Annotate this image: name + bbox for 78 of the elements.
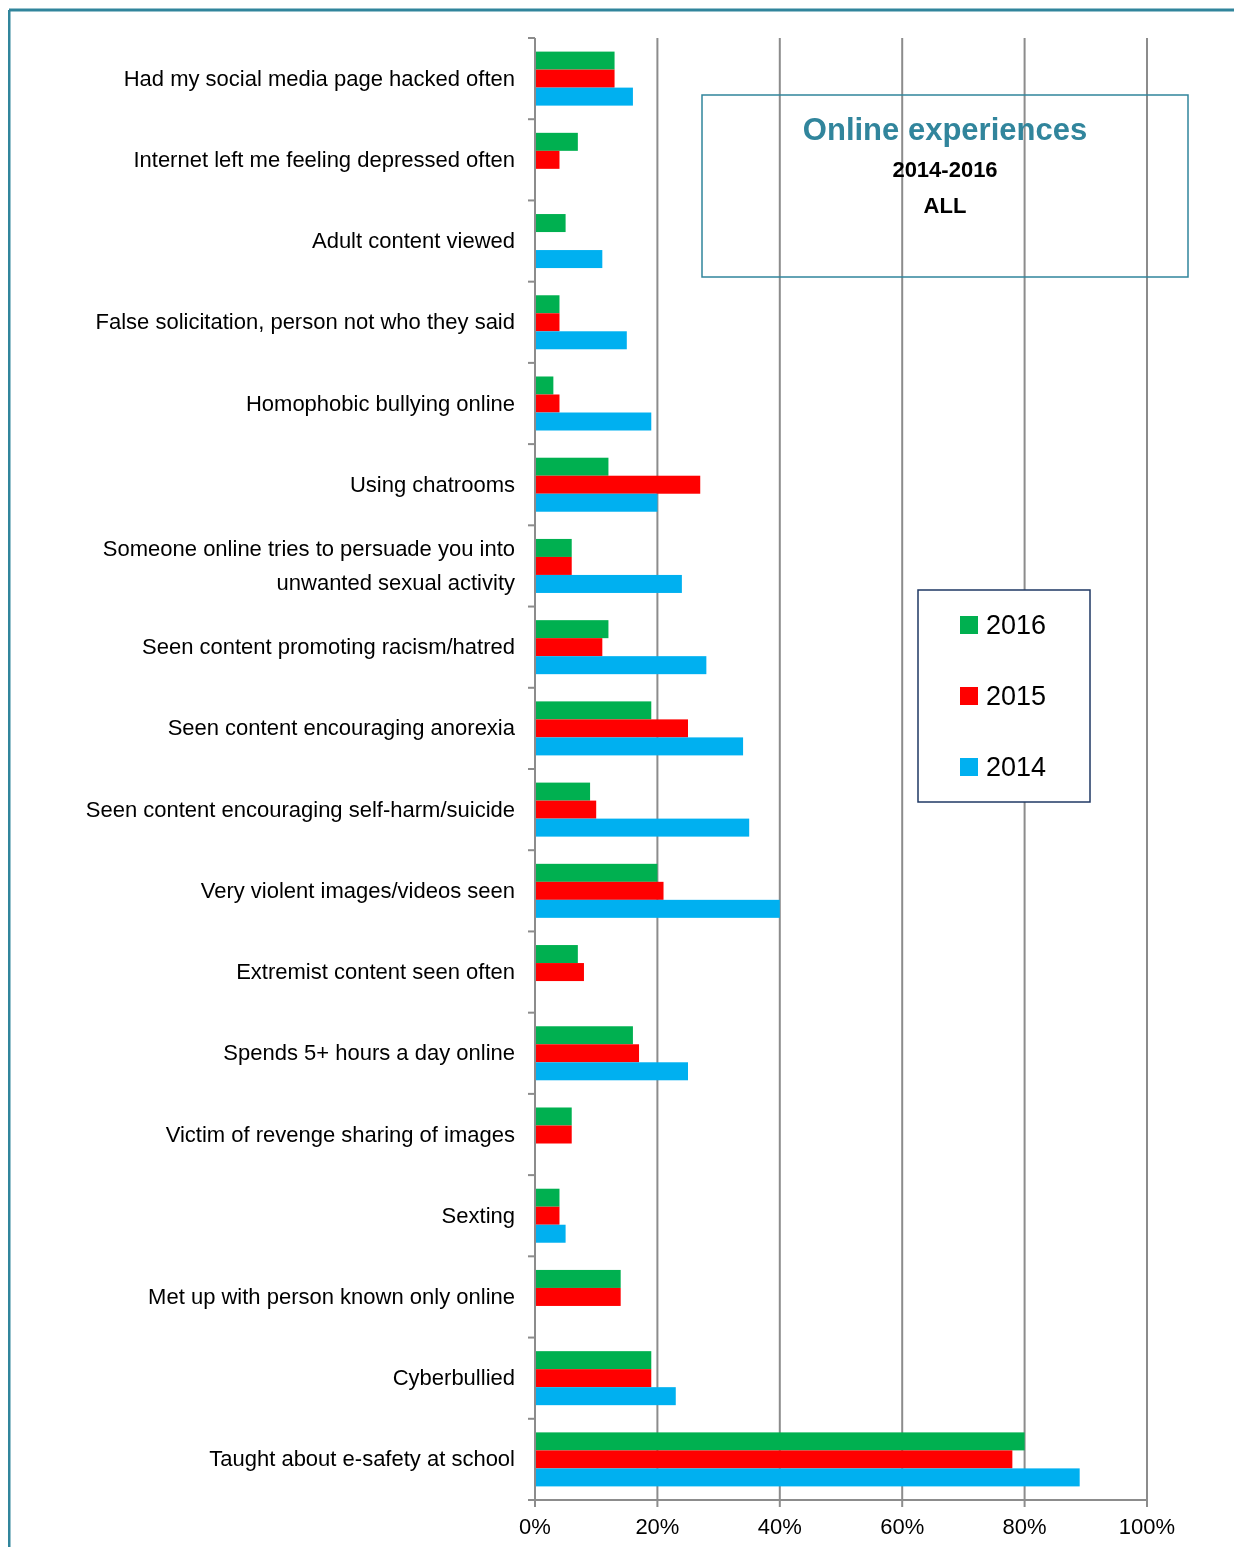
y-tick-label: Adult content viewed	[311, 228, 515, 254]
bar	[535, 719, 688, 738]
bar	[535, 1369, 652, 1388]
y-tick-label: Seen content encouraging anorexia	[167, 715, 516, 741]
y-tick-label: Cyberbullied	[392, 1365, 515, 1391]
bar	[535, 1188, 560, 1207]
y-tick-label: Internet left me feeling depressed often	[133, 146, 515, 172]
bar	[535, 214, 566, 233]
bar	[535, 1206, 560, 1225]
bar	[535, 574, 682, 593]
bar	[535, 800, 597, 819]
x-tick-label: 0%	[519, 1514, 551, 1539]
bar	[535, 493, 658, 512]
bar	[535, 701, 652, 720]
text: 2014-2016	[892, 157, 998, 182]
y-tick-label: Seen content promoting racism/hatred	[142, 634, 515, 660]
y-tick-label: Seen content encouraging self-harm/suicide	[85, 796, 515, 822]
bar	[535, 1351, 652, 1370]
bar	[535, 1224, 566, 1243]
bar	[535, 313, 560, 332]
x-tick-label: 60%	[880, 1514, 925, 1539]
bar	[535, 457, 609, 476]
bar	[535, 945, 578, 964]
bar	[535, 538, 572, 557]
bar	[535, 782, 591, 801]
bar	[535, 818, 750, 837]
legend-label: 2015	[986, 681, 1047, 711]
bar	[535, 412, 652, 431]
bar	[535, 1062, 688, 1081]
bar	[535, 87, 633, 106]
bar	[535, 899, 780, 918]
bar	[535, 1450, 1013, 1469]
bar	[535, 376, 554, 395]
bar	[535, 51, 615, 70]
y-tick-label: Had my social media page hacked often	[123, 65, 515, 91]
y-tick-label: Extremist content seen often	[236, 959, 515, 985]
y-tick-label: Sexting	[441, 1202, 515, 1228]
bar	[535, 1387, 676, 1406]
bar	[535, 132, 578, 151]
y-tick-label: Spends 5+ hours a day online	[223, 1040, 515, 1066]
bar	[535, 331, 627, 350]
bar	[535, 620, 609, 639]
bar	[535, 638, 603, 657]
bar	[535, 69, 615, 88]
y-tick-label: Using chatrooms	[349, 471, 515, 497]
bar	[535, 881, 664, 900]
bar	[535, 1269, 621, 1288]
y-tick-label: Homophobic bullying online	[245, 390, 515, 416]
bar	[535, 295, 560, 314]
x-tick-label: 100%	[1118, 1514, 1176, 1539]
y-tick-label: Taught about e-safety at school	[209, 1446, 515, 1472]
bar	[535, 737, 744, 756]
bar	[535, 250, 603, 269]
x-tick-label: 80%	[1002, 1514, 1047, 1539]
bar	[535, 1468, 1080, 1487]
bar	[535, 1026, 633, 1045]
x-tick-label: 20%	[635, 1514, 680, 1539]
bar	[535, 475, 701, 494]
bar	[535, 394, 560, 413]
y-tick-label: Victim of revenge sharing of images	[165, 1121, 515, 1147]
bar	[535, 1125, 572, 1144]
bar	[535, 863, 658, 882]
bar	[535, 1107, 572, 1126]
annotation: ALL	[923, 193, 967, 218]
bar	[535, 1044, 640, 1063]
y-tick-label: Someone online tries to persuade you into unwanted sexual activity	[102, 535, 515, 595]
y-tick-label: Very violent images/videos seen	[200, 877, 515, 903]
x-tick-label: 40%	[757, 1514, 802, 1539]
y-tick-label: Met up with person known only online	[148, 1283, 515, 1309]
bar	[535, 150, 560, 169]
bar	[535, 1432, 1025, 1451]
legend-label: 2014	[986, 752, 1047, 782]
bar	[535, 656, 707, 675]
bar	[535, 963, 584, 982]
legend-label: 2016	[986, 610, 1047, 640]
bar	[535, 556, 572, 575]
y-tick-label: False solicitation, person not who they said	[95, 309, 515, 335]
bar	[535, 1287, 621, 1306]
